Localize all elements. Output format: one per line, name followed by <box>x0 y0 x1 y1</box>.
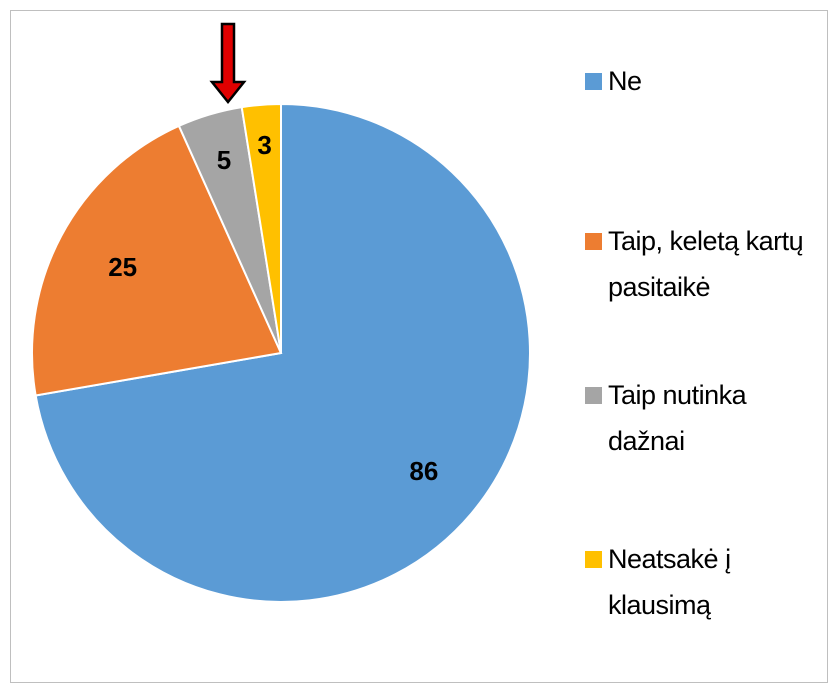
data-label: 5 <box>217 145 231 175</box>
pie-slice <box>240 102 282 354</box>
legend-item: Taip nutinka dažnai <box>585 372 825 464</box>
legend-item: Ne <box>585 58 825 104</box>
legend-swatch <box>585 551 602 568</box>
legend-swatch <box>585 387 602 404</box>
legend-label: Neatsakė į klausimą <box>608 544 731 620</box>
data-label: 86 <box>409 456 438 486</box>
pie-slice <box>31 124 283 397</box>
pie-slice <box>34 102 531 603</box>
legend-item: Taip, keletą kartų pasitaikė <box>585 218 825 310</box>
arrow-annotation <box>209 22 247 105</box>
pie: 86 25 53 <box>31 102 531 603</box>
data-label: 25 <box>108 252 137 282</box>
legend-label: Ne <box>608 66 642 96</box>
legend-label: Taip nutinka dažnai <box>608 380 747 456</box>
legend-label: Taip, keletą kartų pasitaikė <box>608 226 804 302</box>
legend-swatch <box>585 73 602 90</box>
legend-swatch <box>585 233 602 250</box>
legend-item: Neatsakė į klausimą <box>585 536 825 628</box>
data-label: 3 <box>257 130 271 160</box>
